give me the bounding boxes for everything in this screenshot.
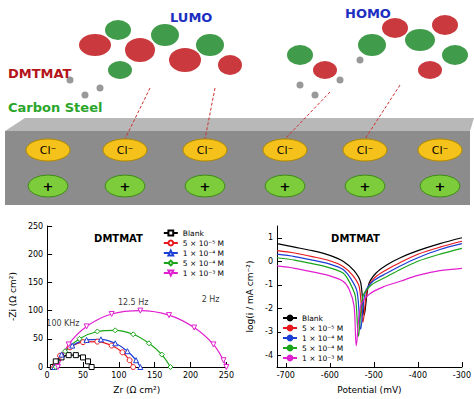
svg-text:5 × 10⁻⁴ M: 5 × 10⁻⁴ M — [183, 259, 224, 268]
svg-text:Cl⁻: Cl⁻ — [357, 144, 374, 157]
svg-text:0: 0 — [268, 257, 273, 266]
svg-text:-1: -1 — [265, 280, 273, 289]
svg-text:150: 150 — [28, 278, 43, 287]
svg-text:1: 1 — [268, 233, 273, 242]
svg-text:+: + — [43, 179, 54, 194]
svg-text:5 × 10⁻⁴ M: 5 × 10⁻⁴ M — [302, 344, 343, 353]
svg-text:HOMO: HOMO — [345, 6, 391, 21]
svg-text:250: 250 — [219, 371, 234, 380]
svg-text:-400: -400 — [409, 371, 427, 380]
svg-text:LUMO: LUMO — [170, 10, 212, 25]
svg-text:100: 100 — [28, 306, 43, 315]
svg-text:Zr (Ω cm²): Zr (Ω cm²) — [113, 385, 160, 395]
svg-text:+: + — [120, 179, 131, 194]
svg-text:150: 150 — [147, 371, 162, 380]
svg-text:100: 100 — [111, 371, 126, 380]
svg-text:0: 0 — [45, 371, 50, 380]
svg-text:Blank: Blank — [183, 229, 205, 238]
svg-text:Cl⁻: Cl⁻ — [197, 144, 214, 157]
svg-text:50: 50 — [33, 334, 43, 343]
svg-text:5 × 10⁻⁵ M: 5 × 10⁻⁵ M — [302, 324, 343, 333]
svg-text:+: + — [280, 179, 291, 194]
svg-text:-4: -4 — [265, 351, 273, 360]
svg-text:50: 50 — [78, 371, 88, 380]
svg-text:200: 200 — [28, 250, 43, 259]
svg-text:-2: -2 — [265, 304, 273, 313]
svg-text:-600: -600 — [321, 371, 339, 380]
svg-text:Potential (mV): Potential (mV) — [337, 385, 401, 395]
svg-text:5 × 10⁻⁵ M: 5 × 10⁻⁵ M — [183, 239, 224, 248]
svg-text:DMTMAT: DMTMAT — [94, 233, 143, 244]
svg-text:200: 200 — [183, 371, 198, 380]
svg-text:Blank: Blank — [302, 314, 324, 323]
svg-text:-300: -300 — [453, 371, 471, 380]
svg-text:-500: -500 — [365, 371, 383, 380]
svg-text:100 KHz: 100 KHz — [46, 319, 79, 328]
svg-text:1 × 10⁻³ M: 1 × 10⁻³ M — [183, 269, 224, 278]
svg-text:Cl⁻: Cl⁻ — [40, 144, 57, 157]
svg-text:-3: -3 — [265, 327, 273, 336]
svg-text:Cl⁻: Cl⁻ — [277, 144, 294, 157]
svg-text:1 × 10⁻³ M: 1 × 10⁻³ M — [302, 354, 343, 363]
svg-text:DMTMAT: DMTMAT — [331, 233, 380, 244]
svg-text:2 Hz: 2 Hz — [202, 295, 220, 304]
svg-text:Cl⁻: Cl⁻ — [432, 144, 449, 157]
svg-text:12.5 Hz: 12.5 Hz — [118, 298, 149, 307]
svg-text:+: + — [360, 179, 371, 194]
svg-text:250: 250 — [28, 222, 43, 231]
svg-text:Cl⁻: Cl⁻ — [117, 144, 134, 157]
svg-text:1 × 10⁻⁴ M: 1 × 10⁻⁴ M — [302, 334, 343, 343]
svg-text:log(i / mA cm⁻²): log(i / mA cm⁻²) — [245, 261, 255, 333]
svg-text:-700: -700 — [277, 371, 295, 380]
svg-text:DMTMAT: DMTMAT — [8, 66, 72, 81]
svg-text:1 × 10⁻⁴ M: 1 × 10⁻⁴ M — [183, 249, 224, 258]
svg-text:+: + — [435, 179, 446, 194]
svg-text:0: 0 — [38, 363, 43, 372]
svg-text:Carbon Steel: Carbon Steel — [8, 100, 102, 115]
svg-text:+: + — [200, 179, 211, 194]
svg-text:-Zi (Ω cm²): -Zi (Ω cm²) — [8, 272, 18, 321]
